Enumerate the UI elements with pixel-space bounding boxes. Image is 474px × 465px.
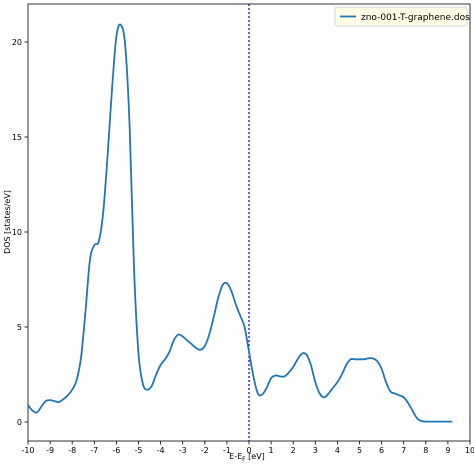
x-tick-label: 5 xyxy=(357,446,362,455)
x-tick-label: 0 xyxy=(246,446,251,455)
x-tick-label: 8 xyxy=(423,446,428,455)
x-tick-label: 10 xyxy=(465,446,474,455)
y-tick-label: 20 xyxy=(12,38,22,47)
y-tick-label: 5 xyxy=(17,323,22,332)
y-tick-label: 10 xyxy=(12,228,22,237)
x-tick-label: 2 xyxy=(291,446,296,455)
x-tick-label: -5 xyxy=(135,446,143,455)
y-axis-title: DOS [states/eV] xyxy=(3,190,12,254)
y-tick-label: 0 xyxy=(17,418,22,427)
y-tick-label: 15 xyxy=(12,133,22,142)
x-tick-label: -3 xyxy=(179,446,187,455)
x-axis-title: E-EF [eV] xyxy=(229,452,265,463)
x-tick-label: -7 xyxy=(90,446,98,455)
legend-series-label: zno-001-T-graphene.dos xyxy=(361,13,470,23)
x-tick-label: 7 xyxy=(401,446,406,455)
x-tick-label: -10 xyxy=(21,446,34,455)
x-tick-label: -2 xyxy=(201,446,209,455)
y-axis-ticks: 0 5 10 15 20 xyxy=(12,38,28,427)
x-tick-label: 1 xyxy=(269,446,274,455)
x-tick-label: -9 xyxy=(46,446,54,455)
legend-box xyxy=(334,6,468,27)
x-tick-label: 3 xyxy=(313,446,318,455)
x-tick-label: -6 xyxy=(112,446,120,455)
x-axis-title-unit: [eV] xyxy=(246,452,265,461)
legend: zno-001-T-graphene.dos xyxy=(334,6,470,27)
x-tick-label: -1 xyxy=(223,446,231,455)
x-tick-label: -8 xyxy=(68,446,76,455)
x-axis-title-subscript: F xyxy=(242,456,246,463)
x-axis-ticks: -10 -9 -8 -7 -6 -5 -4 -3 -2 -1 0 1 2 3 4 5 6 7 8 9 10 xyxy=(21,441,474,455)
series-line xyxy=(27,23,453,423)
x-tick-label: 9 xyxy=(445,446,450,455)
x-tick-label: -4 xyxy=(157,446,165,455)
x-tick-label: 4 xyxy=(335,446,340,455)
x-tick-label: 6 xyxy=(379,446,384,455)
